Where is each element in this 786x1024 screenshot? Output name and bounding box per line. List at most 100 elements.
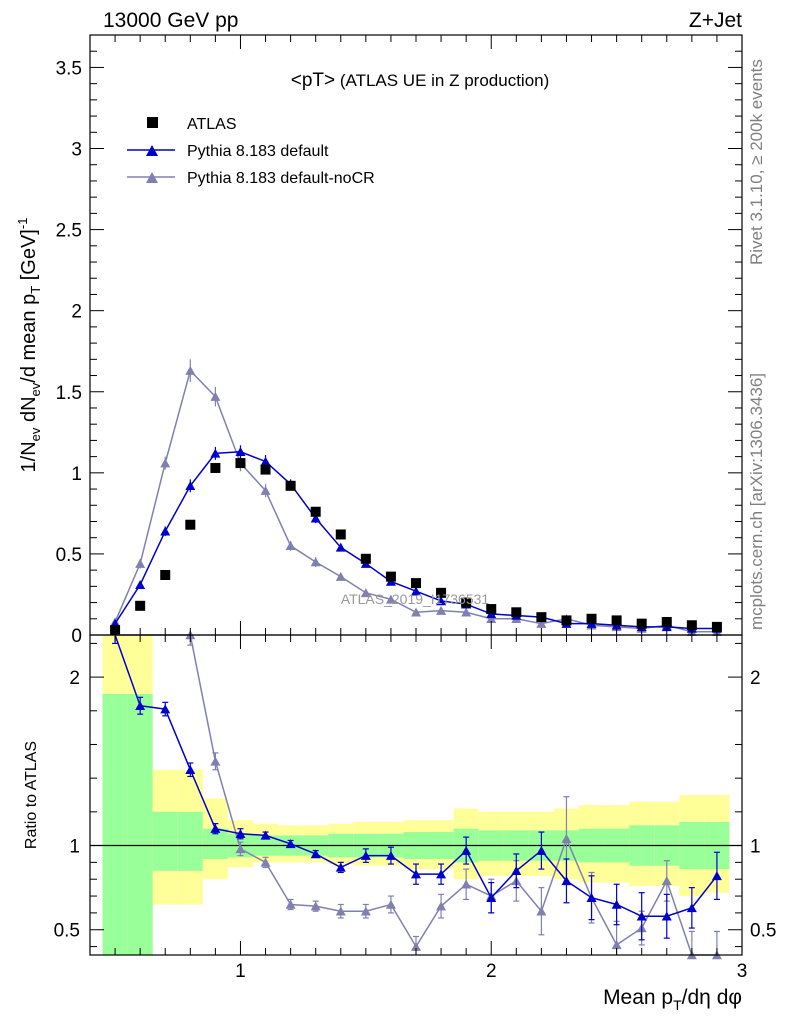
y-tick-label-main-2: 1 bbox=[71, 464, 82, 485]
point-nocr-7 bbox=[285, 541, 296, 551]
legend: ATLAS Pythia 8.183 default Pythia 8.183 … bbox=[127, 116, 375, 187]
point-default-13 bbox=[436, 596, 447, 606]
point-nocr-13 bbox=[436, 605, 447, 615]
y-axis-label-main: 1/Nev dNev/d mean pT [GeV]-1 bbox=[15, 218, 43, 473]
x-axis-label-sub: T bbox=[673, 997, 682, 1013]
ratio-point-nocr-20 bbox=[611, 940, 622, 950]
tick-labels: 1 2 3 0 0.5 1 1.5 2 2.5 3 3.5 0.5 0.5 1 1 2 2 bbox=[54, 58, 777, 982]
y-tick-label-ratio-right-0: 0.5 bbox=[750, 921, 776, 942]
ratio-point-default-3 bbox=[185, 764, 196, 774]
point-nocr-1 bbox=[135, 558, 146, 568]
y-tick-label-ratio-left-2: 2 bbox=[69, 668, 80, 689]
point-nocr-4 bbox=[210, 391, 221, 401]
point-atlas-1 bbox=[135, 600, 146, 611]
point-atlas-13 bbox=[436, 587, 447, 598]
ratio-point-default-22 bbox=[661, 911, 672, 921]
ratio-point-nocr-11 bbox=[385, 899, 396, 909]
y-tick-label-main-4: 2 bbox=[71, 302, 82, 323]
point-atlas-21 bbox=[636, 618, 647, 629]
ratio-point-nocr-13 bbox=[436, 901, 447, 911]
y-tick-label-ratio-left-1: 1 bbox=[69, 837, 80, 858]
point-nocr-15 bbox=[486, 614, 497, 624]
point-atlas-23 bbox=[686, 620, 697, 631]
point-nocr-14 bbox=[461, 607, 472, 617]
point-atlas-4 bbox=[210, 462, 221, 473]
legend-marker-default bbox=[146, 145, 158, 156]
ratio-point-nocr-12 bbox=[411, 941, 421, 951]
point-atlas-3 bbox=[185, 519, 196, 530]
ratio-point-default-12 bbox=[411, 869, 421, 879]
ratio-point-nocr-6 bbox=[260, 857, 271, 867]
ratio-point-default-2 bbox=[160, 704, 171, 714]
ratio-point-default-5 bbox=[235, 828, 246, 838]
point-atlas-2 bbox=[160, 570, 171, 580]
ratio-point-default-15 bbox=[486, 892, 497, 902]
point-atlas-14 bbox=[461, 597, 472, 608]
ratio-point-default-16 bbox=[511, 866, 522, 876]
ratio-point-default-17 bbox=[536, 845, 547, 855]
point-nocr-8 bbox=[310, 557, 321, 567]
inner-band-bin-3 bbox=[177, 811, 203, 871]
point-default-4 bbox=[210, 448, 221, 458]
point-nocr-2 bbox=[160, 458, 171, 468]
y-tick-label-ratio-left-0: 0.5 bbox=[54, 921, 80, 942]
rivet-version-label: Rivet 3.1.10, ≥ 200k events bbox=[747, 59, 766, 265]
point-nocr-10 bbox=[360, 588, 371, 598]
chart-title: <pT> (ATLAS UE in Z production) bbox=[291, 70, 550, 91]
y-tick-label-main-6: 3 bbox=[71, 140, 82, 161]
point-atlas-7 bbox=[285, 480, 296, 491]
y-tick-label-ratio-right-2: 2 bbox=[750, 668, 761, 689]
point-nocr-9 bbox=[335, 571, 346, 581]
analysis-watermark: ATLAS_2019_I1736531 bbox=[341, 591, 490, 607]
y-tick-label-main-0: 0 bbox=[71, 626, 82, 647]
point-atlas-19 bbox=[586, 613, 597, 624]
point-atlas-5 bbox=[235, 458, 246, 469]
ratio-point-default-7 bbox=[285, 839, 296, 849]
ratio-point-nocr-9 bbox=[335, 906, 346, 916]
ratio-point-nocr-8 bbox=[310, 901, 321, 911]
point-atlas-16 bbox=[511, 607, 522, 618]
y-tick-label-main-5: 2.5 bbox=[56, 221, 82, 242]
ratio-point-default-14 bbox=[461, 845, 472, 855]
ratio-point-default-1 bbox=[135, 700, 146, 710]
legend-marker-nocr bbox=[146, 172, 158, 183]
title-main: <pT> bbox=[291, 70, 335, 91]
ratio-point-default-23 bbox=[686, 903, 697, 913]
x-axis-label-tail: /dη dφ bbox=[682, 986, 742, 1009]
process-label: Z+Jet bbox=[689, 9, 742, 32]
point-atlas-11 bbox=[385, 571, 396, 582]
inner-band-bin-0 bbox=[102, 693, 128, 955]
axis-ticks bbox=[89, 34, 743, 955]
point-default-1 bbox=[135, 579, 146, 589]
y-tick-label-main-3: 1.5 bbox=[56, 383, 82, 404]
y-axis-label-ratio: Ratio to ATLAS bbox=[23, 741, 40, 849]
ratio-point-default-4 bbox=[210, 823, 221, 833]
energy-label: 13000 GeV pp bbox=[103, 9, 238, 32]
point-atlas-24 bbox=[711, 621, 722, 632]
ratio-line-nocr bbox=[115, 634, 717, 956]
ratio-point-default-13 bbox=[436, 869, 447, 879]
point-atlas-18 bbox=[561, 615, 572, 626]
y-tick-label-ratio-right-1: 1 bbox=[750, 837, 761, 858]
ratio-point-default-24 bbox=[711, 871, 722, 881]
point-atlas-8 bbox=[310, 506, 321, 517]
point-nocr-11 bbox=[385, 594, 396, 604]
point-atlas-6 bbox=[260, 464, 271, 475]
x-tick-label-2: 3 bbox=[737, 961, 748, 982]
x-tick-label-0: 1 bbox=[235, 961, 246, 982]
point-atlas-22 bbox=[661, 617, 672, 628]
mcplots-label: mcplots.cern.ch [arXiv:1306.3436] bbox=[747, 373, 766, 630]
x-axis-label-main: Mean p bbox=[603, 986, 673, 1009]
ratio-point-default-20 bbox=[611, 899, 622, 909]
point-default-5 bbox=[235, 447, 246, 457]
point-atlas-20 bbox=[611, 615, 622, 626]
ratio-point-nocr-4 bbox=[210, 756, 221, 766]
point-default-8 bbox=[310, 513, 321, 523]
point-nocr-17 bbox=[536, 618, 547, 628]
ratio-point-default-18 bbox=[561, 876, 572, 886]
ratio-point-nocr-17 bbox=[536, 906, 547, 916]
point-atlas-12 bbox=[411, 578, 421, 589]
point-default-9 bbox=[335, 542, 346, 552]
point-nocr-6 bbox=[260, 485, 271, 495]
